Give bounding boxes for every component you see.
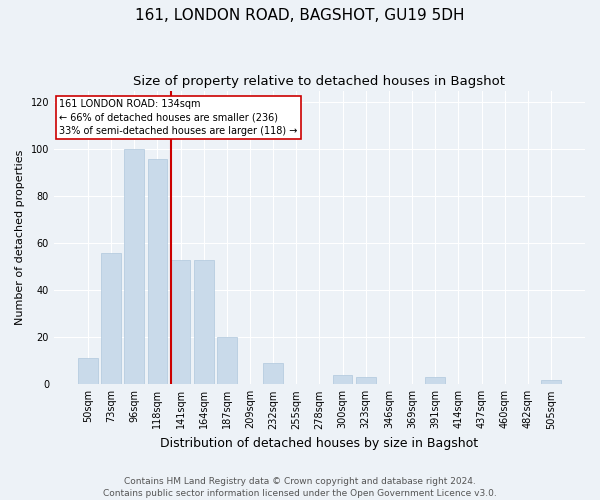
Bar [124, 150, 144, 384]
Bar [356, 378, 376, 384]
Bar [194, 260, 214, 384]
Bar [217, 338, 236, 384]
Text: Contains HM Land Registry data © Crown copyright and database right 2024.
Contai: Contains HM Land Registry data © Crown c… [103, 476, 497, 498]
Bar [425, 378, 445, 384]
Y-axis label: Number of detached properties: Number of detached properties [15, 150, 25, 325]
Bar [148, 158, 167, 384]
Text: 161 LONDON ROAD: 134sqm
← 66% of detached houses are smaller (236)
33% of semi-d: 161 LONDON ROAD: 134sqm ← 66% of detache… [59, 100, 298, 136]
Bar [78, 358, 98, 384]
X-axis label: Distribution of detached houses by size in Bagshot: Distribution of detached houses by size … [160, 437, 479, 450]
Bar [170, 260, 190, 384]
Text: 161, LONDON ROAD, BAGSHOT, GU19 5DH: 161, LONDON ROAD, BAGSHOT, GU19 5DH [135, 8, 465, 22]
Bar [101, 252, 121, 384]
Bar [333, 375, 352, 384]
Bar [541, 380, 561, 384]
Bar [263, 363, 283, 384]
Title: Size of property relative to detached houses in Bagshot: Size of property relative to detached ho… [133, 75, 505, 88]
